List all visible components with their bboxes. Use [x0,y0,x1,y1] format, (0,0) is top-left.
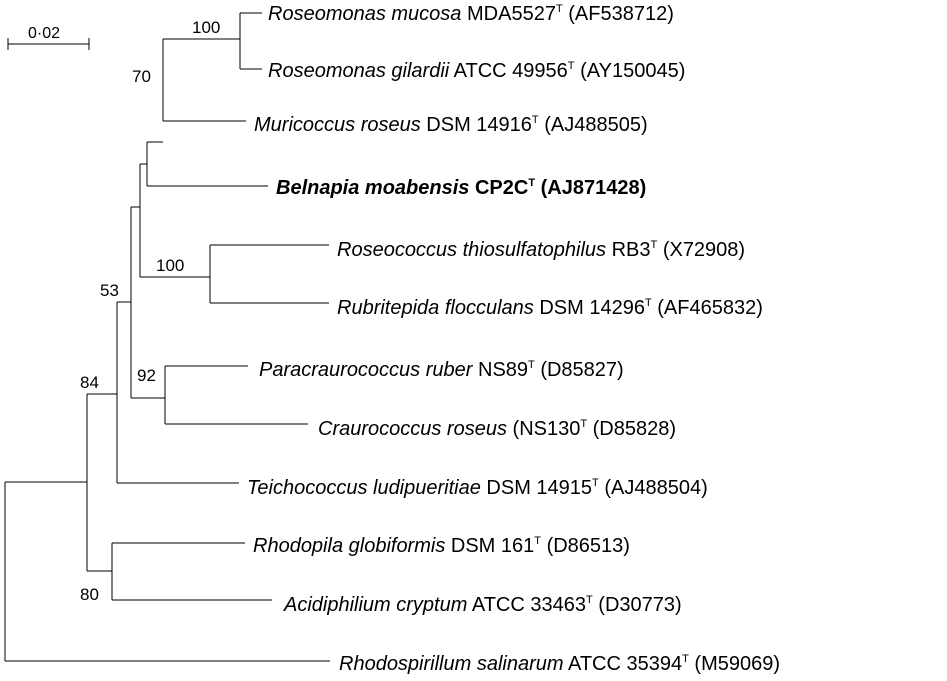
taxon-strain: DSM 14296 [539,297,645,319]
taxon-strain: DSM 14916 [426,114,532,136]
bootstrap-value: 84 [80,373,99,392]
taxon-name: Roseomonas mucosa [268,3,461,25]
taxon-accession: (AJ488504) [604,477,707,499]
taxon-accession: (AJ871428) [541,177,647,199]
taxon-name: Roseomonas gilardii [268,60,450,82]
taxon-accession: (X72908) [663,239,745,261]
taxon-accession: (AF465832) [657,297,763,319]
taxon-label: Rubritepida flocculans DSM 14296T (AF465… [337,297,763,319]
taxon-accession: (M59069) [694,653,780,675]
taxon-name: Teichococcus ludipueritiae [247,477,481,499]
type-strain-mark: T [556,3,563,15]
taxon-strain: MDA5527 [467,3,556,25]
bootstrap-value: 100 [192,18,220,37]
taxon-label: Roseomonas mucosa MDA5527T (AF538712) [268,3,674,25]
taxon-name: Acidiphilium cryptum [283,594,467,616]
bootstrap-value: 100 [156,256,184,275]
bootstrap-value: 80 [80,585,99,604]
taxon-strain: DSM 161 [451,535,534,557]
taxon-accession: (AY150045) [580,60,685,82]
tree-branches [4,12,330,662]
taxon-strain: (NS130 [513,418,581,440]
taxon-strain: NS89 [478,359,528,381]
type-strain-mark: T [534,535,541,547]
taxon-strain: DSM 14915 [486,477,592,499]
type-strain-mark: T [580,418,587,430]
taxon-label-highlighted: Belnapia moabensis CP2CT (AJ871428) [276,177,646,199]
taxon-name: Rubritepida flocculans [337,297,534,319]
taxon-accession: (AF538712) [568,3,674,25]
taxon-strain: RB3 [612,239,651,261]
taxon-accession: (D86513) [547,535,630,557]
taxon-name: Roseococcus thiosulfatophilus [337,239,606,261]
type-strain-mark: T [568,60,575,72]
taxon-strain: ATCC 33463 [472,594,586,616]
taxon-name: Muricoccus roseus [254,114,421,136]
type-strain-mark: T [645,297,652,309]
taxon-strain: ATCC 49956 [454,60,568,82]
type-strain-mark: T [651,239,658,251]
taxon-accession: (D30773) [598,594,681,616]
taxon-label: Roseococcus thiosulfatophilus RB3T (X729… [337,239,745,261]
type-strain-mark: T [528,177,535,189]
taxon-name: Rhodopila globiformis [253,535,445,557]
taxon-label: Muricoccus roseus DSM 14916T (AJ488505) [254,114,648,136]
taxon-strain: CP2C [475,177,528,199]
taxon-strain: ATCC 35394 [568,653,682,675]
bootstrap-values: 100 70 100 53 92 84 80 [80,18,220,604]
taxon-label: Paracraurococcus ruber NS89T (D85827) [259,359,624,381]
bootstrap-value: 53 [100,281,119,300]
taxon-labels: Roseomonas mucosa MDA5527T (AF538712) Ro… [247,3,780,675]
taxon-label: Teichococcus ludipueritiae DSM 14915T (A… [247,477,708,499]
type-strain-mark: T [682,653,689,665]
scale-bar: 0·02 [7,25,90,50]
scale-bar-label: 0·02 [28,25,60,42]
bootstrap-value: 70 [132,67,151,86]
taxon-name: Belnapia moabensis [276,177,469,199]
taxon-accession: (AJ488505) [544,114,647,136]
taxon-label: Craurococcus roseus (NS130T (D85828) [318,418,676,440]
taxon-label: Acidiphilium cryptum ATCC 33463T (D30773… [283,594,682,616]
type-strain-mark: T [528,359,535,371]
type-strain-mark: T [592,477,599,489]
taxon-accession: (D85828) [593,418,676,440]
taxon-name: Rhodospirillum salinarum [339,653,564,675]
taxon-label: Roseomonas gilardii ATCC 49956T (AY15004… [268,60,685,82]
taxon-label: Rhodopila globiformis DSM 161T (D86513) [253,535,630,557]
type-strain-mark: T [586,594,593,606]
type-strain-mark: T [532,114,539,126]
bootstrap-value: 92 [137,366,156,385]
taxon-accession: (D85827) [540,359,623,381]
taxon-name: Craurococcus roseus [318,418,507,440]
taxon-name: Paracraurococcus ruber [259,359,474,381]
taxon-label: Rhodospirillum salinarum ATCC 35394T (M5… [339,653,780,675]
